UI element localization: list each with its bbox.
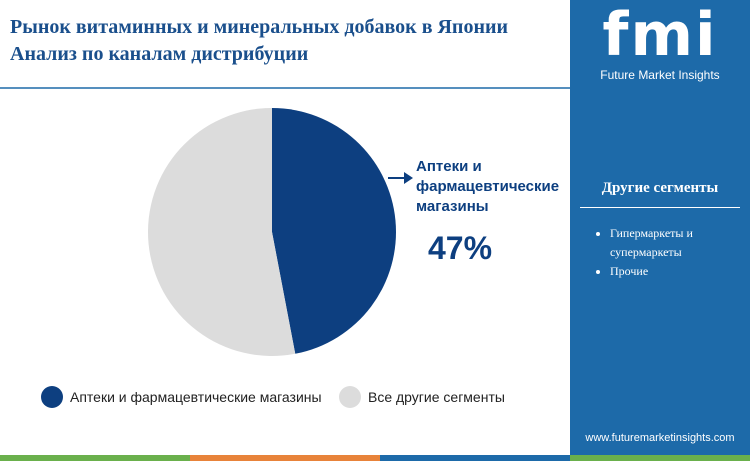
legend-label: Аптеки и фармацевтические магазины	[70, 389, 322, 405]
strip	[0, 455, 190, 461]
side-panel: fmi Future Market Insights Другие сегмен…	[570, 0, 750, 455]
strip	[570, 455, 750, 461]
strip	[190, 455, 380, 461]
callout-label: Аптеки и фармацевтические магазины	[416, 158, 560, 215]
strip	[380, 455, 570, 461]
panel-title: Другие сегменты	[580, 180, 740, 208]
legend-swatch	[41, 386, 63, 408]
callout-arrow	[404, 172, 413, 184]
pie	[147, 108, 396, 356]
pie-slice	[272, 108, 396, 354]
website[interactable]: www.futuremarketinsights.com	[585, 432, 735, 444]
logo: fmi	[602, 0, 718, 70]
legend-label: Все другие сегменты	[368, 389, 505, 405]
value-label: 47%	[428, 230, 493, 266]
chart-title: Рынок витаминных и минеральных добавок в…	[10, 16, 509, 65]
legend: Аптеки и фармацевтические магазины Все др…	[41, 386, 505, 408]
brand: Future Market Insights	[600, 68, 720, 82]
segment-list: Гипермаркеты и супермаркетыПрочие	[592, 224, 750, 281]
pie-slice	[147, 108, 296, 356]
legend-swatch	[339, 386, 361, 408]
segment-item: Прочие	[610, 262, 750, 281]
segment-item: Гипермаркеты и супермаркеты	[610, 224, 750, 262]
